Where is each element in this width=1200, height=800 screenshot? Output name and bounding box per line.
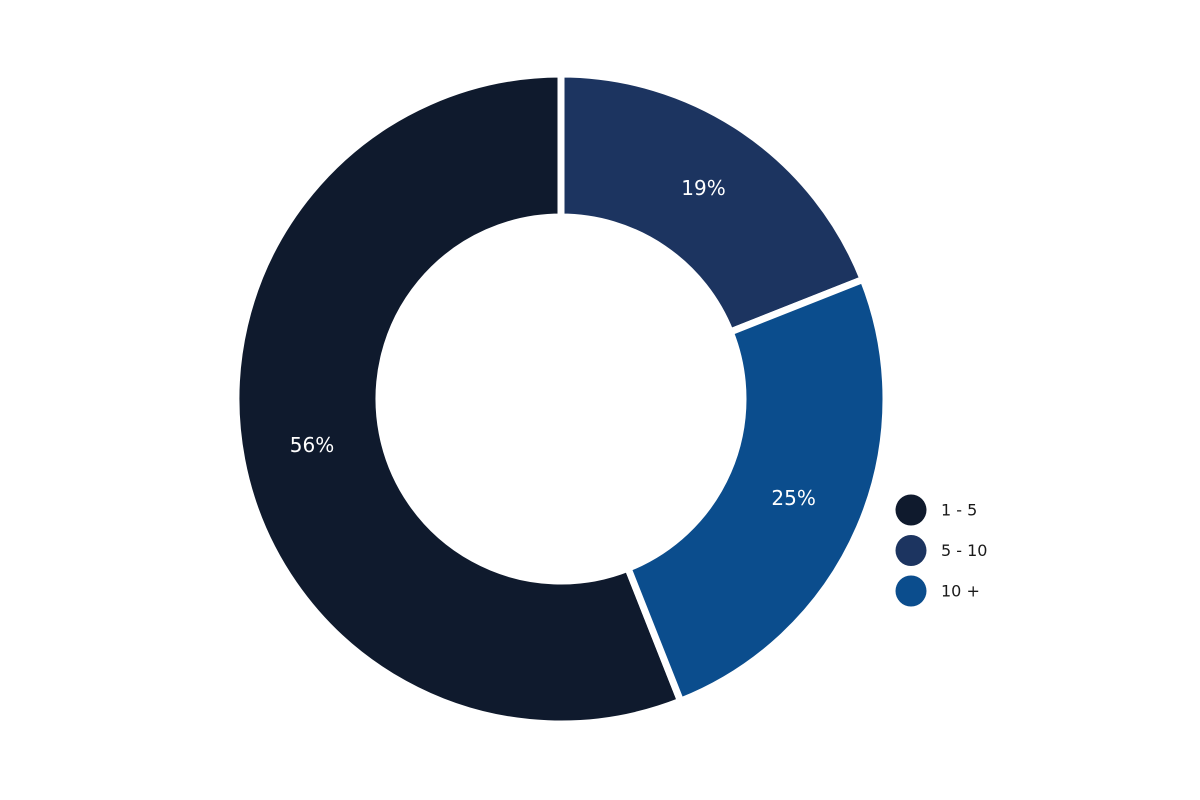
value-label: 25% [771,486,815,510]
donut-slice [624,275,890,705]
legend-swatch [895,494,927,526]
legend-label: 5 - 10 [941,541,987,560]
value-label: 19% [681,176,725,200]
legend-label: 1 - 5 [941,501,977,520]
legend-swatch [895,535,927,566]
legend-label: 10 + [941,582,980,601]
donut-slice [557,70,867,336]
legend-swatch [895,575,927,607]
donut-slice [232,70,685,728]
value-label: 56% [290,433,334,457]
